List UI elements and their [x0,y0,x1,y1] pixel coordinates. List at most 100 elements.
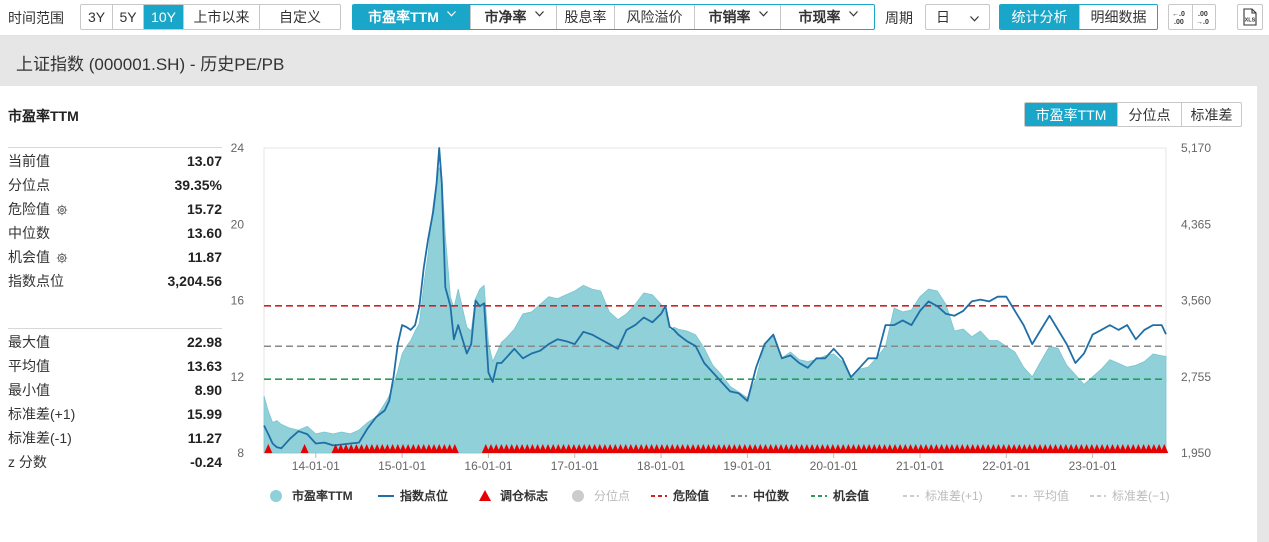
rebalance-marker [766,444,775,453]
detail-data-button[interactable]: 明细数据 [1078,5,1157,29]
rebalance-marker [1103,444,1112,453]
rebalance-marker [761,444,770,453]
rebalance-marker [704,444,713,453]
metric-ps-label: 市销率 [708,9,751,25]
mode-stddev-button[interactable]: 标准差 [1181,103,1241,126]
svg-text:→.0: →.0 [1196,19,1209,25]
rebalance-marker [580,444,589,453]
range-label: 时间范围 [8,10,64,26]
stat-label: 标准差(-1) [8,430,72,446]
metric-pe-ttm-button[interactable]: 市盈率TTM [353,5,470,29]
rebalance-marker [859,444,868,453]
rebalance-marker [362,444,371,453]
rebalance-marker [984,444,993,453]
rebalance-marker [746,444,754,453]
rebalance-marker [673,444,682,453]
mode-percentile-button[interactable]: 分位点 [1117,103,1181,126]
y-left-tick-label: 16 [231,294,245,308]
stat-value: 15.72 [186,201,222,217]
rebalance-marker [973,444,982,453]
rebalance-marker [1087,444,1096,453]
y-left-tick-label: 12 [231,370,245,384]
rebalance-marker [264,444,273,453]
rebalance-marker [440,444,449,453]
rebalance-marker [554,444,563,453]
rebalance-marker [771,444,780,453]
rebalance-marker [1036,444,1044,453]
rebalance-marker [932,444,941,453]
rebalance-marker [1077,444,1086,453]
rebalance-marker [1098,444,1107,453]
stats-current: 当前值 13.07 分位点 39.35% 危险值 15.72 中位数 13.60 机会值… [8,147,222,293]
rebalance-marker [942,444,951,453]
range-5y-button[interactable]: 5Y [112,5,143,29]
range-custom-button[interactable]: 自定义 [259,5,340,29]
rebalance-marker [533,444,542,453]
metric-dividend-button[interactable]: 股息率 [556,5,614,29]
range-10y-button[interactable]: 10Y [143,5,183,29]
legend-label[interactable]: 指数点位 [400,488,448,503]
rebalance-marker [901,444,910,453]
stat-label: 机会值 [8,249,50,265]
x-tick-label: 19-01-01 [723,459,771,473]
rebalance-marker [357,444,366,453]
rebalance-marker [870,444,879,453]
range-since-listing-button[interactable]: 上市以来 [183,5,259,29]
stat-value: 22.98 [186,334,222,350]
decimal-increase-icon[interactable]: ←.0.00 [1169,5,1192,29]
decimal-decrease-icon[interactable]: .00 →.0 [1191,5,1216,29]
legend-label[interactable]: 机会值 [833,488,869,503]
rebalance-marker [839,444,848,453]
rebalance-marker [834,444,842,453]
export-xls-icon[interactable]: XLS [1237,4,1263,30]
period-select[interactable]: 日 [925,4,990,30]
legend-marker-circle [572,490,584,502]
rebalance-marker [575,444,584,453]
rebalance-marker [528,444,537,453]
rebalance-marker [642,444,651,453]
rebalance-marker [1108,444,1117,453]
metric-risk-premium-button[interactable]: 风险溢价 [614,5,694,29]
rebalance-marker [979,444,987,453]
legend-label[interactable]: 分位点 [594,488,630,503]
rebalance-marker [994,444,1003,453]
rebalance-marker [953,444,962,453]
mode-pe-ttm-button[interactable]: 市盈率TTM [1025,103,1117,126]
rebalance-marker [352,444,361,453]
stat-row-std-plus: 标准差(+1) 15.99 [8,402,222,426]
y-left-tick-label: 8 [237,446,244,460]
metric-pcf-button[interactable]: 市现率 [780,5,874,29]
rebalance-marker [937,444,946,453]
legend-label[interactable]: 调仓标志 [500,488,548,503]
y-right-tick-label: 3,560 [1181,294,1211,308]
gear-icon[interactable] [56,251,68,264]
gear-icon[interactable] [56,203,68,216]
legend-label[interactable]: 平均值 [1033,488,1069,503]
range-3y-button[interactable]: 3Y [87,9,106,25]
legend-label[interactable]: 标准差(+1) [925,489,983,503]
legend-label[interactable]: 标准差(−1) [1112,489,1170,503]
stat-value: 11.27 [187,430,222,446]
metric-pb-button[interactable]: 市净率 [470,5,556,29]
stat-row-zscore: z 分数 -0.24 [8,450,222,474]
rebalance-marker [1134,444,1143,453]
rebalance-marker [694,444,703,453]
chart-panel: 市盈率TTM 市盈率TTM 分位点 标准差 当前值 13.07 分位点 39.35%… [0,86,1257,542]
rebalance-marker [1072,444,1081,453]
legend-label[interactable]: 中位数 [753,488,790,503]
rebalance-marker [1051,444,1060,453]
stat-label: 指数点位 [8,273,64,289]
svg-text:XLS: XLS [1245,18,1256,24]
stats-analysis-button[interactable]: 统计分析 [1000,5,1079,29]
metric-pb-label: 市净率 [484,9,527,25]
metric-ps-button[interactable]: 市销率 [694,5,780,29]
rebalance-marker [865,444,874,453]
stat-value: 39.35% [174,177,222,193]
stat-label-wrap: 机会值 [8,247,68,267]
rebalance-marker [632,444,640,453]
rebalance-marker [1025,444,1034,453]
legend-label[interactable]: 市盈率TTM [292,488,353,503]
legend-label[interactable]: 危险值 [672,488,709,503]
rebalance-marker [1041,444,1050,453]
chevron-down-icon [534,11,544,19]
